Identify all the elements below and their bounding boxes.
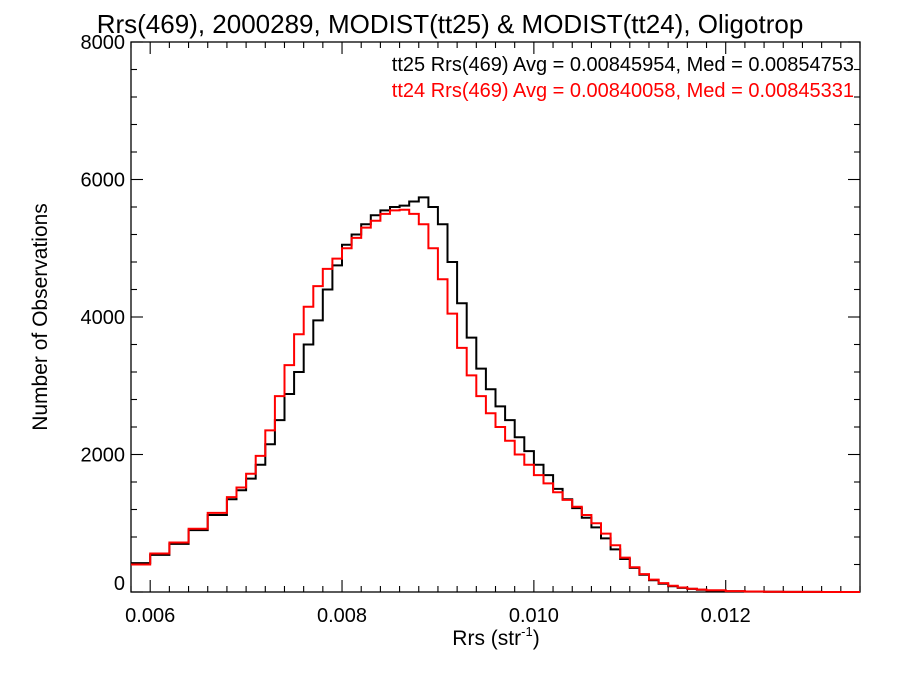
x-axis-ticks: 0.006 0.008 0.010 0.012 [125, 42, 861, 627]
x-axis-label: Rrs (str-1) [452, 624, 539, 650]
x-tick-label: 0.006 [125, 605, 175, 627]
y-tick-label: 2000 [81, 445, 126, 467]
chart-title: Rrs(469), 2000289, MODIST(tt25) & MODIST… [97, 9, 804, 39]
y-tick-label: 6000 [81, 170, 126, 192]
series-line-tt25 [131, 196, 860, 593]
series-line-tt24 [131, 208, 860, 593]
plot-frame [130, 41, 861, 593]
y-tick-label: 4000 [81, 307, 126, 329]
x-axis-label-sup: -1 [521, 624, 533, 639]
y-axis-label: Number of Observations [29, 203, 52, 431]
plot-border [130, 41, 861, 593]
x-tick-label: 0.010 [509, 605, 559, 627]
x-tick-label: 0.012 [701, 605, 751, 627]
legend: tt25 Rrs(469) Avg = 0.00845954, Med = 0.… [392, 54, 854, 102]
legend-entry: tt24 Rrs(469) Avg = 0.00840058, Med = 0.… [392, 80, 854, 102]
legend-entry: tt25 Rrs(469) Avg = 0.00845954, Med = 0.… [392, 54, 854, 76]
x-axis-label-main: Rrs (str [452, 627, 521, 650]
x-tick-label: 0.008 [317, 605, 367, 627]
y-tick-label: 8000 [81, 32, 126, 54]
x-axis-label-end: ) [533, 627, 540, 650]
y-tick-label: 0 [114, 573, 125, 595]
series-group [131, 196, 860, 593]
y-axis-ticks: 0 2000 4000 6000 8000 [81, 32, 860, 595]
